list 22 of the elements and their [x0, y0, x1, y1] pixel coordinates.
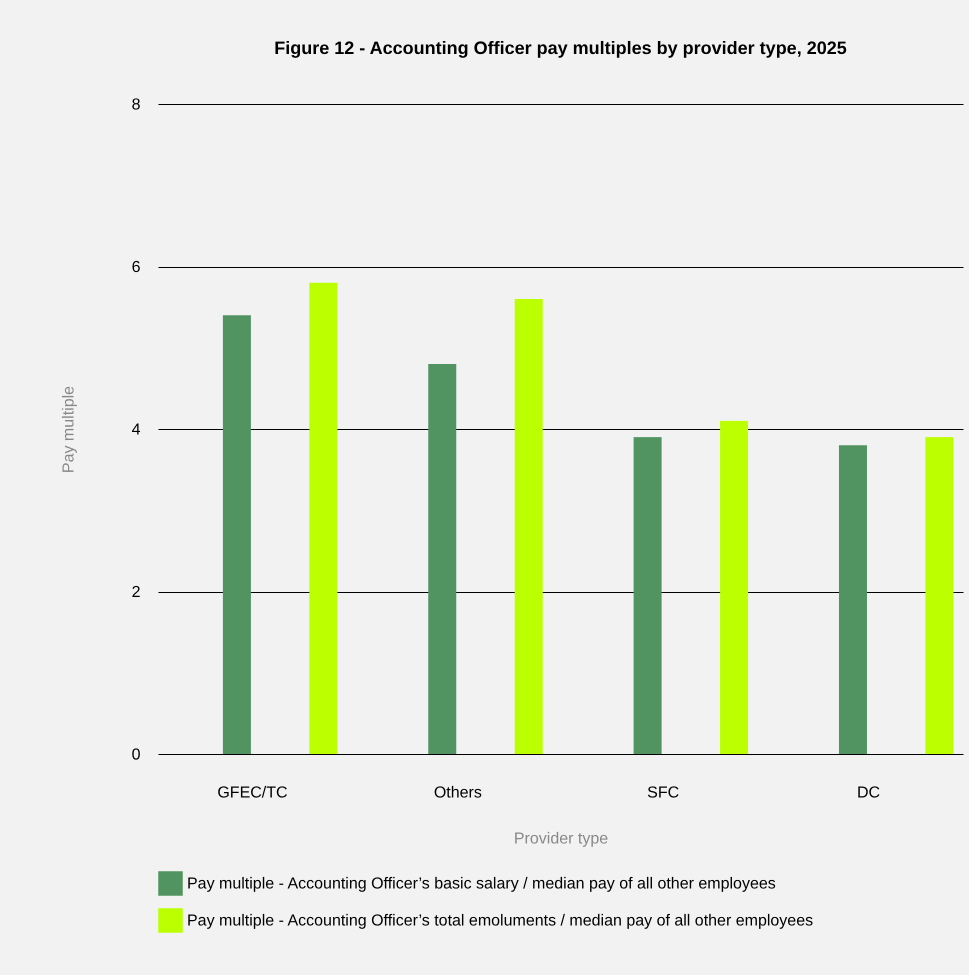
bar: [720, 420, 748, 754]
bar: [222, 315, 251, 754]
bar: [428, 364, 456, 754]
y-tick-label: 8: [132, 96, 141, 114]
y-axis-title: Pay multiple: [60, 386, 78, 474]
legend-label: Pay multiple - Accounting Officer’s basic salary / median pay of all other employees: [187, 876, 776, 892]
y-tick-label: 4: [132, 422, 141, 438]
y-tick-label: 2: [132, 584, 141, 601]
bar: [514, 299, 543, 754]
y-tick-label: 0: [132, 746, 141, 764]
chart-title: Figure 12 - Accounting Officer pay multiples by provider type, 2025: [274, 38, 847, 58]
bar: [838, 445, 867, 754]
x-axis-title: Provider type: [514, 830, 608, 848]
bar: [634, 437, 662, 754]
bar: [925, 437, 954, 754]
bar: [309, 282, 338, 754]
x-tick-label: DC: [856, 784, 880, 802]
x-tick-label: SFC: [647, 784, 680, 802]
legend-label: Pay multiple - Accounting Officer’s total emoluments / median pay of all other employees: [187, 912, 814, 930]
y-tick-label: 6: [132, 259, 141, 276]
x-tick-label: Others: [434, 784, 482, 802]
x-tick-label: GFEC/TC: [217, 784, 288, 802]
